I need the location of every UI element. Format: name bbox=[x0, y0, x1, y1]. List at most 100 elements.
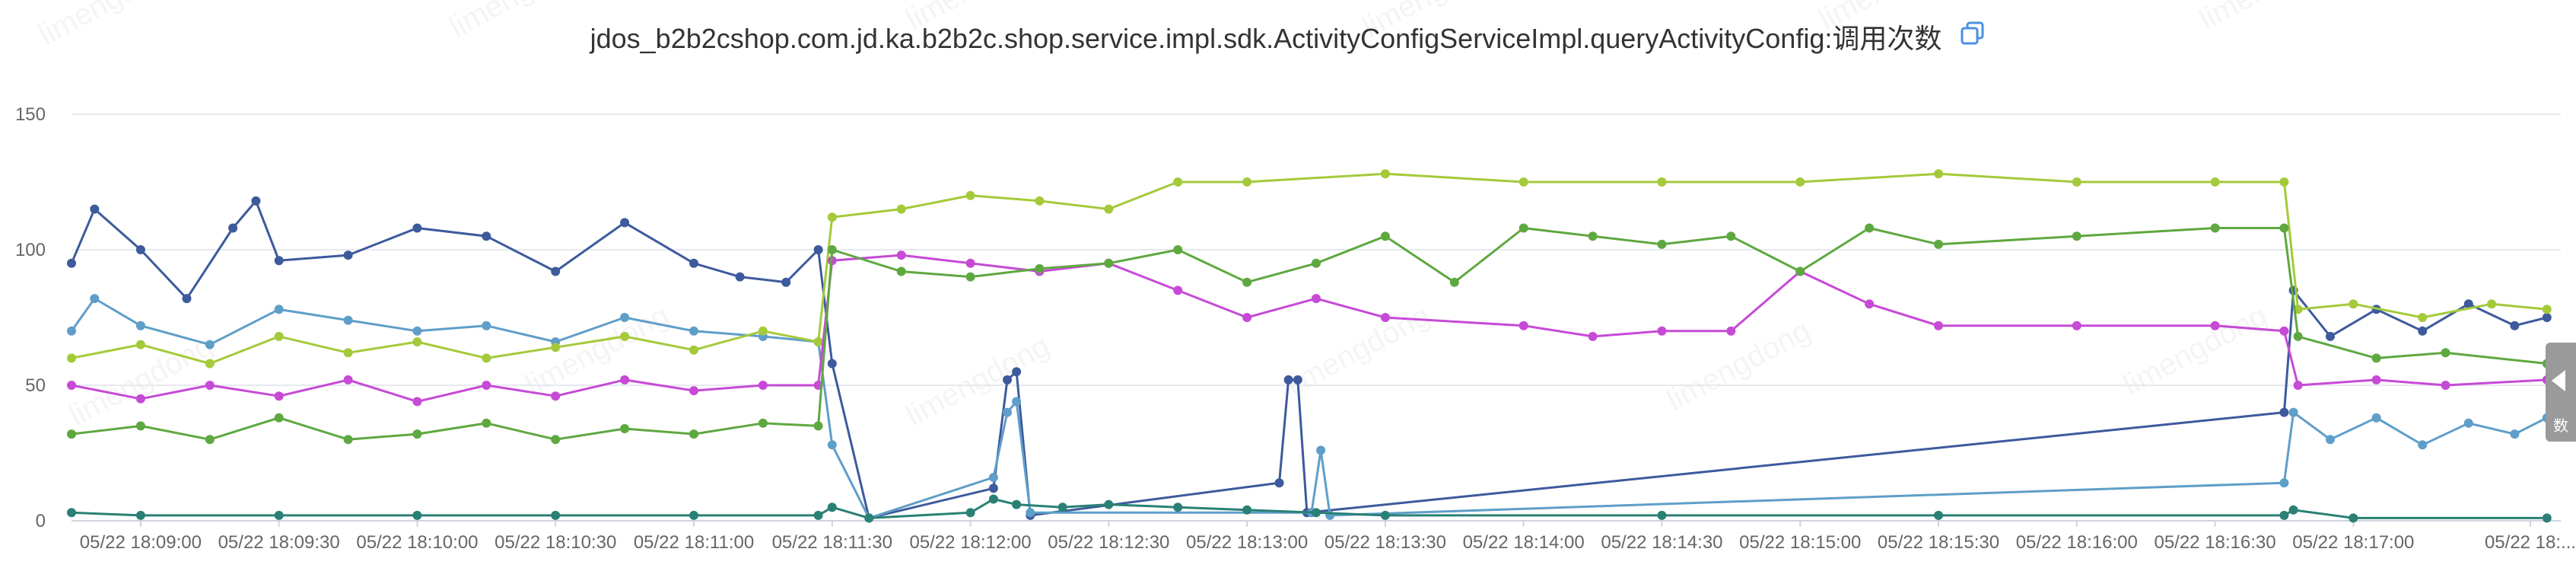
data-point[interactable] bbox=[965, 508, 975, 518]
data-point[interactable] bbox=[2542, 305, 2552, 314]
data-point[interactable] bbox=[1026, 508, 1035, 518]
data-point[interactable] bbox=[1242, 313, 1252, 322]
data-point[interactable] bbox=[1312, 508, 1321, 518]
data-point[interactable] bbox=[1934, 169, 1943, 179]
data-point[interactable] bbox=[2288, 505, 2298, 515]
data-point[interactable] bbox=[2072, 231, 2081, 241]
data-point[interactable] bbox=[864, 513, 874, 523]
data-point[interactable] bbox=[1173, 503, 1183, 512]
data-point[interactable] bbox=[2293, 331, 2303, 341]
data-point[interactable] bbox=[551, 266, 561, 276]
data-point[interactable] bbox=[1283, 375, 1293, 385]
data-point[interactable] bbox=[135, 245, 145, 254]
data-point[interactable] bbox=[1104, 204, 1114, 214]
data-point[interactable] bbox=[1795, 266, 1805, 276]
data-point[interactable] bbox=[2279, 177, 2289, 187]
data-point[interactable] bbox=[827, 440, 837, 450]
data-point[interactable] bbox=[1657, 326, 1667, 336]
data-point[interactable] bbox=[1242, 177, 1252, 187]
data-point[interactable] bbox=[1316, 445, 1326, 455]
data-point[interactable] bbox=[2210, 177, 2220, 187]
data-point[interactable] bbox=[482, 321, 491, 330]
data-point[interactable] bbox=[735, 272, 745, 282]
data-point[interactable] bbox=[1173, 245, 1183, 254]
data-point[interactable] bbox=[412, 429, 422, 439]
data-point[interactable] bbox=[1035, 263, 1045, 273]
data-point[interactable] bbox=[551, 510, 561, 520]
data-point[interactable] bbox=[2326, 435, 2335, 445]
data-point[interactable] bbox=[274, 413, 284, 423]
data-point[interactable] bbox=[412, 337, 422, 346]
data-point[interactable] bbox=[135, 394, 145, 404]
data-point[interactable] bbox=[2288, 407, 2298, 417]
data-point[interactable] bbox=[1519, 321, 1528, 330]
data-point[interactable] bbox=[2279, 326, 2289, 336]
data-point[interactable] bbox=[1657, 177, 1667, 187]
data-point[interactable] bbox=[1588, 231, 1598, 241]
data-point[interactable] bbox=[1173, 177, 1183, 187]
data-point[interactable] bbox=[412, 510, 422, 520]
data-point[interactable] bbox=[2510, 429, 2520, 439]
data-point[interactable] bbox=[1274, 478, 1284, 488]
data-point[interactable] bbox=[965, 258, 975, 268]
data-point[interactable] bbox=[689, 429, 698, 439]
series-line[interactable] bbox=[70, 297, 2548, 519]
data-point[interactable] bbox=[2441, 348, 2450, 358]
data-point[interactable] bbox=[813, 421, 823, 431]
copy-icon[interactable] bbox=[1960, 21, 1986, 53]
data-point[interactable] bbox=[343, 375, 353, 385]
data-point[interactable] bbox=[1380, 231, 1390, 241]
data-point[interactable] bbox=[689, 258, 698, 268]
data-point[interactable] bbox=[988, 483, 998, 493]
data-point[interactable] bbox=[2072, 177, 2081, 187]
data-point[interactable] bbox=[251, 196, 261, 206]
data-point[interactable] bbox=[343, 250, 353, 260]
data-point[interactable] bbox=[620, 375, 630, 385]
series-line[interactable] bbox=[71, 498, 2547, 519]
data-point[interactable] bbox=[343, 315, 353, 325]
data-point[interactable] bbox=[2418, 313, 2428, 322]
data-point[interactable] bbox=[1449, 277, 1459, 287]
data-point[interactable] bbox=[2487, 299, 2497, 309]
data-point[interactable] bbox=[896, 250, 906, 260]
data-point[interactable] bbox=[90, 294, 100, 304]
data-point[interactable] bbox=[2418, 326, 2428, 336]
data-point[interactable] bbox=[205, 359, 215, 369]
data-point[interactable] bbox=[551, 435, 561, 445]
data-point[interactable] bbox=[67, 381, 76, 390]
data-point[interactable] bbox=[1003, 375, 1012, 385]
data-point[interactable] bbox=[758, 381, 768, 390]
series-line[interactable] bbox=[71, 172, 2547, 365]
data-point[interactable] bbox=[1934, 239, 1943, 249]
data-point[interactable] bbox=[1380, 510, 1390, 520]
data-point[interactable] bbox=[1519, 177, 1528, 187]
data-point[interactable] bbox=[551, 343, 561, 353]
data-point[interactable] bbox=[482, 418, 491, 428]
data-point[interactable] bbox=[1726, 231, 1736, 241]
data-point[interactable] bbox=[67, 429, 76, 439]
data-point[interactable] bbox=[67, 258, 76, 268]
data-point[interactable] bbox=[813, 245, 823, 254]
data-point[interactable] bbox=[689, 345, 698, 355]
data-point[interactable] bbox=[2542, 513, 2552, 523]
data-point[interactable] bbox=[2072, 321, 2081, 330]
data-point[interactable] bbox=[1012, 397, 1022, 407]
data-point[interactable] bbox=[2510, 321, 2520, 330]
data-point[interactable] bbox=[2279, 223, 2289, 233]
data-point[interactable] bbox=[343, 348, 353, 358]
data-point[interactable] bbox=[1312, 258, 1321, 268]
data-point[interactable] bbox=[2371, 353, 2381, 363]
data-point[interactable] bbox=[412, 326, 422, 336]
data-point[interactable] bbox=[1657, 510, 1667, 520]
data-point[interactable] bbox=[67, 508, 76, 518]
data-point[interactable] bbox=[1934, 510, 1943, 520]
data-point[interactable] bbox=[1380, 169, 1390, 179]
data-point[interactable] bbox=[1865, 223, 1875, 233]
data-point[interactable] bbox=[689, 510, 698, 520]
data-point[interactable] bbox=[827, 503, 837, 512]
data-point[interactable] bbox=[343, 435, 353, 445]
data-point[interactable] bbox=[1726, 326, 1736, 336]
data-point[interactable] bbox=[135, 321, 145, 330]
data-point[interactable] bbox=[2371, 413, 2381, 423]
data-point[interactable] bbox=[2349, 299, 2358, 309]
